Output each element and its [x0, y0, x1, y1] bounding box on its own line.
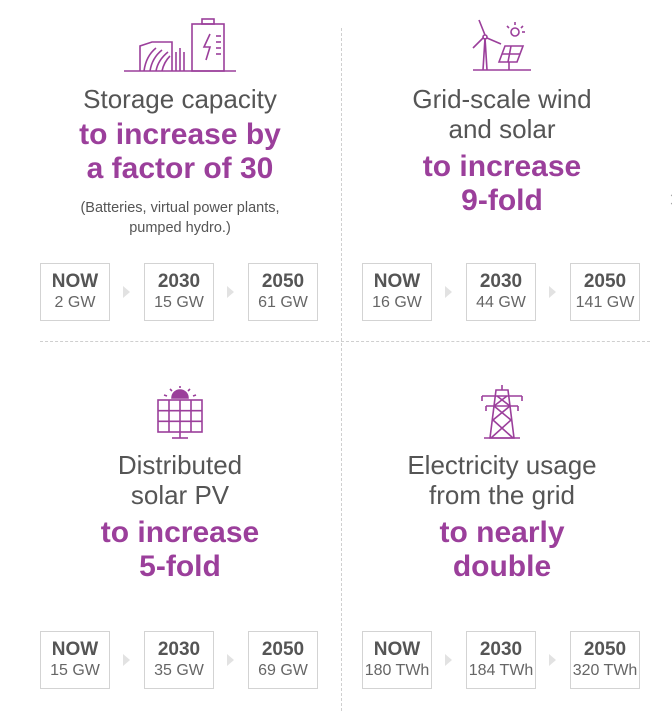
stat-value: 16 GW [372, 294, 422, 311]
stat-label: NOW [373, 639, 421, 660]
arrow-right-icon [227, 286, 234, 298]
stat-2050: 2050 141 GW [570, 263, 640, 321]
panel-note: (Batteries, virtual power plants, [80, 200, 280, 216]
stats-row: NOW 15 GW 2030 35 GW 2050 69 GW [40, 631, 318, 689]
stat-value: 141 GW [575, 294, 635, 311]
panel-title: solar PV [130, 480, 230, 510]
panel-highlight: 5-fold [139, 550, 221, 583]
stat-2050: 2050 61 GW [248, 263, 318, 321]
wind-solar-icon [472, 19, 531, 71]
panel-highlight: to increase by [79, 118, 281, 151]
stat-2050: 2050 69 GW [248, 631, 318, 689]
panel-highlight: to increase [422, 150, 582, 183]
stat-2030: 2030 44 GW [466, 263, 536, 321]
stat-now: NOW 2 GW [40, 263, 110, 321]
stat-value: 180 TWh [364, 662, 430, 679]
stat-label: 2050 [583, 639, 627, 660]
stat-label: 2030 [479, 639, 523, 660]
stat-value: 2 GW [54, 294, 96, 311]
stat-value: 320 TWh [572, 662, 638, 679]
transmission-tower-icon [481, 385, 523, 439]
arrow-right-icon [123, 286, 130, 298]
stat-now: NOW 16 GW [362, 263, 432, 321]
stats-row: NOW 2 GW 2030 15 GW 2050 61 GW [40, 263, 318, 321]
panel-note: pumped hydro.) [129, 220, 231, 236]
stat-label: NOW [51, 271, 99, 292]
panel-title: and solar [448, 114, 556, 144]
panel-highlight: a factor of 30 [86, 152, 274, 185]
stat-label: 2030 [157, 639, 201, 660]
stat-label: NOW [51, 639, 99, 660]
panel-highlight: double [452, 550, 552, 583]
arrow-right-icon [445, 654, 452, 666]
panel-title: from the grid [429, 480, 575, 510]
chevron-right-icon[interactable] [666, 194, 672, 205]
stats-row: NOW 180 TWh 2030 184 TWh 2050 320 TWh [362, 631, 640, 689]
panel-distributed-solar: Distributed solar PV to increase 5-fold [30, 386, 330, 584]
arrow-right-icon [227, 654, 234, 666]
stat-now: NOW 180 TWh [362, 631, 432, 689]
arrow-right-icon [549, 654, 556, 666]
panel-storage-capacity: Storage capacity to increase by a factor… [30, 16, 330, 238]
battery-dam-icon [124, 18, 236, 72]
stat-2030: 2030 15 GW [144, 263, 214, 321]
panel-title: Distributed [117, 450, 243, 480]
stats-row: NOW 16 GW 2030 44 GW 2050 141 GW [362, 263, 640, 321]
stat-label: 2030 [479, 271, 523, 292]
stat-label: 2050 [583, 271, 627, 292]
stat-value: 61 GW [258, 294, 308, 311]
stat-2030: 2030 184 TWh [466, 631, 536, 689]
stat-value: 69 GW [258, 662, 308, 679]
stat-label: NOW [373, 271, 421, 292]
panel-highlight: 9-fold [461, 184, 543, 217]
panel-wind-solar: Grid-scale wind and solar to increase 9-… [352, 18, 652, 218]
solar-panel-icon [157, 386, 203, 439]
panel-highlight: to nearly [439, 516, 565, 549]
arrow-right-icon [445, 286, 452, 298]
arrow-right-icon [123, 654, 130, 666]
panel-title: Grid-scale wind [412, 84, 592, 114]
stat-value: 15 GW [50, 662, 100, 679]
arrow-right-icon [549, 286, 556, 298]
stat-value: 184 TWh [468, 662, 534, 679]
panel-grid-electricity: Electricity usage from the grid to nearl… [352, 384, 652, 584]
panel-title: Electricity usage [407, 450, 597, 480]
stat-2030: 2030 35 GW [144, 631, 214, 689]
horizontal-divider [40, 341, 650, 342]
stat-value: 35 GW [154, 662, 204, 679]
vertical-divider [341, 28, 342, 711]
stat-value: 44 GW [476, 294, 526, 311]
stat-now: NOW 15 GW [40, 631, 110, 689]
stat-2050: 2050 320 TWh [570, 631, 640, 689]
panel-title: Storage capacity [83, 84, 277, 114]
panel-highlight: to increase [100, 516, 260, 549]
stat-label: 2030 [157, 271, 201, 292]
stat-label: 2050 [261, 639, 305, 660]
stat-value: 15 GW [154, 294, 204, 311]
stat-label: 2050 [261, 271, 305, 292]
